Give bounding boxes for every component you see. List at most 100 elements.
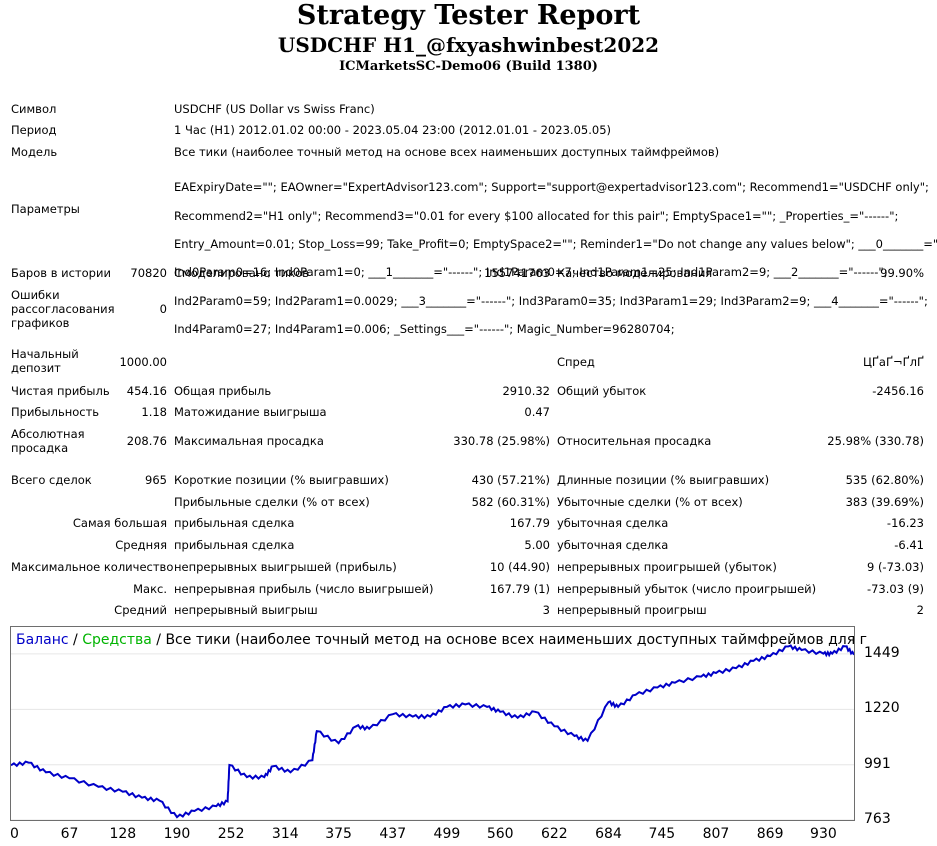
chart-legend: Баланс / Средства / Все тики (наиболее т… [16, 632, 867, 648]
max-consec-loss-value: -73.03 (9) [866, 582, 924, 596]
rel-drawdown-label: Относительная просадка [557, 434, 712, 448]
x-tick-label: 128 [109, 826, 137, 842]
spread-label: Спред [557, 355, 595, 369]
legend-sep: / [68, 632, 83, 648]
max-consec-wins-value: 10 (44.90) [489, 560, 550, 574]
avg-consec-wins-label: непрерывный выигрыш [174, 603, 318, 617]
x-tick-label: 252 [217, 826, 245, 842]
balance-series-line [11, 644, 854, 819]
net-profit-label: Чистая прибыль [11, 384, 110, 398]
x-tick-label: 807 [702, 826, 730, 842]
avg-profit-label: прибыльная сделка [174, 538, 295, 552]
params-line: Ind4Param0=27; Ind4Param1=0.006; _Settin… [174, 322, 675, 337]
y-tick-label: 1449 [864, 644, 900, 661]
errors-label-3: графиков [11, 316, 70, 330]
largest-loss-label: убыточная сделка [557, 516, 669, 530]
long-positions-label: Длинные позиции (% выигравших) [557, 473, 770, 487]
abs-drawdown-value: 208.76 [126, 434, 167, 448]
x-tick-label: 437 [379, 826, 407, 842]
errors-value: 0 [159, 302, 167, 316]
x-tick-label: 560 [486, 826, 514, 842]
avg-consec-losses-value: 2 [916, 603, 924, 617]
x-tick-label: 622 [540, 826, 568, 842]
params-line: Ind2Param0=59; Ind2Param1=0.0029; ___3__… [174, 293, 928, 308]
model-label: Модель [11, 145, 58, 159]
params-line: Entry_Amount=0.01; Stop_Loss=99; Take_Pr… [174, 237, 937, 252]
legend-sep: / [151, 632, 166, 648]
max-consec-losses-value: 9 (-73.03) [866, 560, 924, 574]
x-tick-label: 375 [325, 826, 352, 842]
deposit-label-1: Начальный [11, 347, 79, 361]
profit-factor-label: Прибыльность [11, 405, 100, 419]
max-drawdown-label: Максимальная просадка [174, 434, 324, 448]
errors-label-2: рассогласования [11, 302, 115, 316]
params-block: EAExpiryDate=""; EAOwner="ExpertAdvisor1… [174, 166, 937, 351]
max-drawdown-value: 330.78 (25.98%) [453, 434, 550, 448]
ticks-value: 155741763 [484, 266, 550, 280]
balance-chart-svg [11, 644, 854, 820]
report-title: Strategy Tester Report [296, 0, 641, 31]
period-label: Период [11, 123, 57, 137]
avg-loss-value: -6.41 [894, 538, 924, 552]
symbol-label: Символ [11, 102, 57, 116]
profit-trades-value: 582 (60.31%) [471, 495, 550, 509]
largest-profit-value: 167.79 [509, 516, 550, 530]
report-subtitle: USDCHF H1_@fxyashwinbest2022 [277, 33, 660, 57]
deposit-value: 1000.00 [119, 355, 167, 369]
avg-consec-wins-value: 3 [542, 603, 550, 617]
x-tick-label: 314 [271, 826, 299, 842]
short-positions-label: Короткие позиции (% выигравших) [174, 473, 389, 487]
x-tick-label: 684 [595, 826, 622, 842]
params-line: Ind0Param0=16; Ind0Param1=0; ___1_______… [174, 265, 888, 280]
quality-label: Качество моделирования [557, 266, 713, 280]
legend-balance: Баланс [16, 632, 69, 648]
x-tick-label: 745 [648, 826, 676, 842]
rel-drawdown-value: 25.98% (330.78) [827, 434, 924, 448]
max-label: Макс. [133, 582, 167, 596]
errors-label-1: Ошибки [11, 288, 60, 302]
gross-profit-label: Общая прибыль [174, 384, 272, 398]
params-label: Параметры [11, 202, 80, 216]
params-line: Recommend2="H1 only"; Recommend3="0.01 f… [174, 208, 899, 223]
loss-trades-value: 383 (39.69%) [845, 495, 924, 509]
report-server: ICMarketsSC-Demo06 (Build 1380) [339, 59, 598, 74]
x-tick-label: 190 [163, 826, 191, 842]
short-positions-value: 430 (57.21%) [471, 473, 550, 487]
gross-profit-value: 2910.32 [502, 384, 550, 398]
average-label: Средняя [115, 538, 167, 552]
max-consec-profit-label: непрерывная прибыль (число выигрышей) [174, 582, 434, 596]
net-profit-value: 454.16 [126, 384, 167, 398]
avg-profit-value: 5.00 [524, 538, 550, 552]
total-trades-label: Всего сделок [11, 473, 92, 487]
y-tick-label: 991 [864, 755, 891, 772]
params-line: EAExpiryDate=""; EAOwner="ExpertAdvisor1… [174, 180, 929, 195]
loss-trades-label: Убыточные сделки (% от всех) [557, 495, 743, 509]
balance-chart [10, 626, 855, 821]
avg-consec-losses-label: непрерывный проигрыш [557, 603, 707, 617]
period-value: 1 Час (H1) 2012.01.02 00:00 - 2023.05.04… [174, 123, 611, 137]
gross-loss-value: -2456.16 [872, 384, 924, 398]
payoff-value: 0.47 [524, 405, 550, 419]
max-consec-loss-label: непрерывный убыток (число проигрышей) [557, 582, 817, 596]
max-count-label: Максимальное количество [11, 560, 174, 574]
total-trades-value: 965 [145, 473, 167, 487]
profit-factor-value: 1.18 [141, 405, 167, 419]
avg-loss-label: убыточная сделка [557, 538, 669, 552]
avg-consec-label: Средний [114, 603, 167, 617]
largest-profit-label: прибыльная сделка [174, 516, 295, 530]
x-tick-label: 930 [810, 826, 837, 842]
model-value: Все тики (наиболее точный метод на основ… [174, 145, 720, 159]
payoff-label: Матожидание выигрыша [174, 405, 327, 419]
bars-label: Баров в истории [11, 266, 111, 280]
x-tick-label: 499 [433, 826, 461, 842]
long-positions-value: 535 (62.80%) [845, 473, 924, 487]
largest-label: Самая большая [72, 516, 167, 530]
quality-value: 99.90% [880, 266, 924, 280]
legend-description: Все тики (наиболее точный метод на основ… [165, 632, 867, 648]
x-tick-label: 0 [10, 826, 19, 842]
spread-value: ЦҐаҐ¬ҐлҐ [862, 355, 924, 369]
abs-drawdown-label-2: просадка [11, 441, 69, 455]
symbol-value: USDCHF (US Dollar vs Swiss Franc) [174, 102, 375, 116]
y-tick-label: 1220 [864, 700, 900, 717]
ticks-label: Смоделировано тиков [174, 266, 309, 280]
